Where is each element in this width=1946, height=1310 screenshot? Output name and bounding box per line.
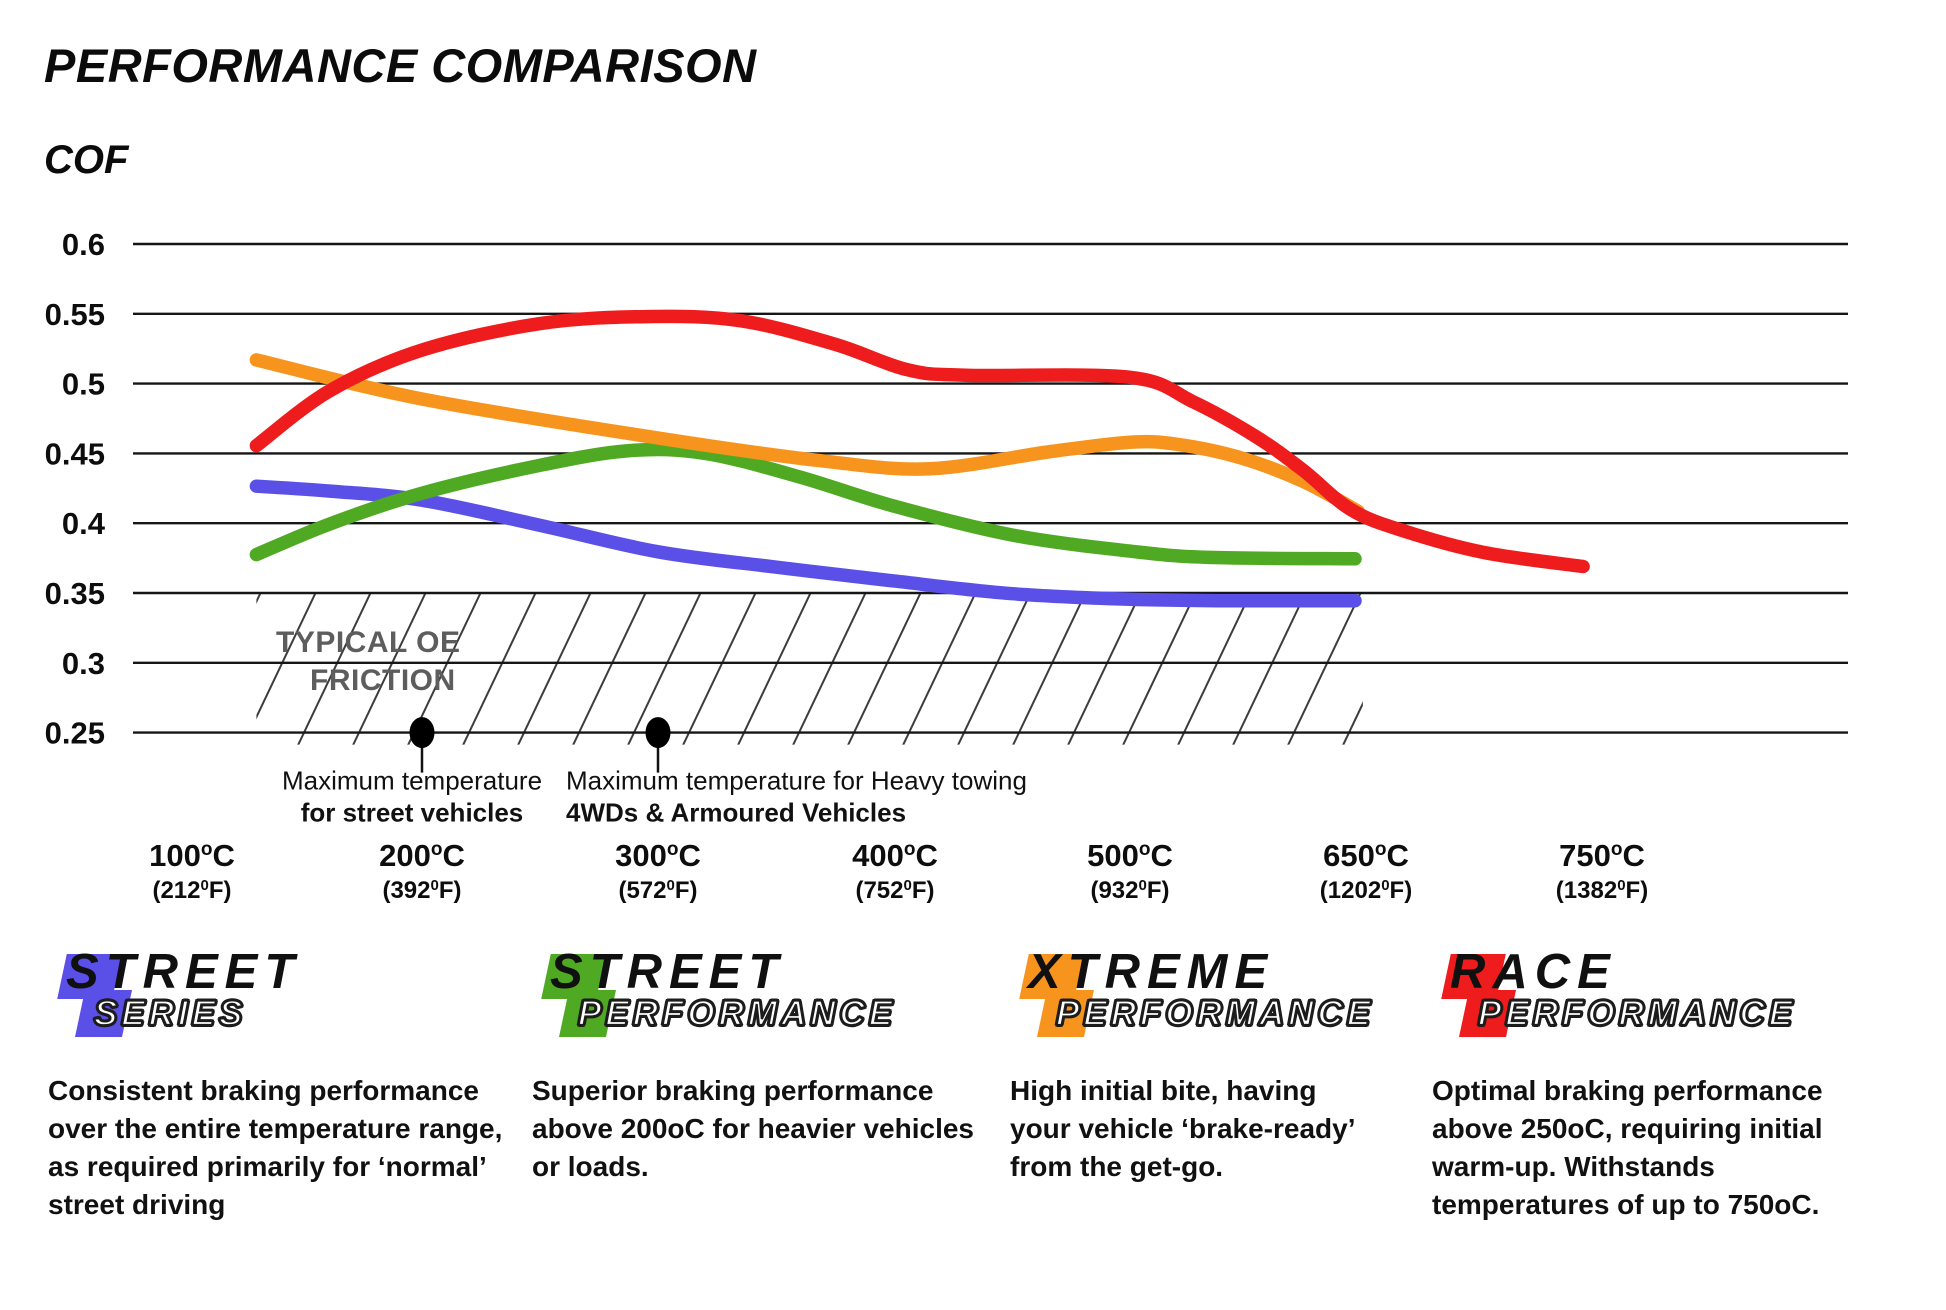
legend-street-performance: STREET PERFORMANCE Superior braking perf… — [532, 945, 1002, 1182]
x-tick-fahrenheit: (13820F) — [1556, 877, 1648, 904]
logo-line2: PERFORMANCE — [1477, 993, 1797, 1034]
y-tick-label: 0.4 — [62, 506, 106, 541]
y-tick-label: 0.55 — [45, 297, 105, 332]
series-description: Superior braking performance above 200oC… — [532, 1075, 974, 1182]
series-line-street-performance — [249, 442, 1362, 566]
logo-line2: PERFORMANCE — [1055, 993, 1375, 1034]
race-performance-logo: RACE PERFORMANCE — [1432, 945, 1902, 1062]
x-tick-fahrenheit: (2120F) — [152, 877, 231, 904]
x-tick-fahrenheit: (7520F) — [855, 877, 934, 904]
y-tick-label: 0.5 — [62, 367, 105, 402]
logo-line2: SERIES — [93, 993, 247, 1034]
series-line-street-series — [249, 479, 1362, 608]
legend-xtreme-performance: XTREME PERFORMANCE High initial bite, ha… — [1010, 945, 1480, 1182]
x-tick-celsius: 300oC — [615, 838, 701, 873]
annotation-text-line2: 4WDs & Armoured Vehicles — [566, 798, 906, 828]
series-description: High initial bite, having your vehicle ‘… — [1010, 1075, 1354, 1182]
xtreme-performance-logo: XTREME PERFORMANCE — [1010, 945, 1480, 1062]
x-tick-celsius: 400oC — [852, 838, 938, 873]
x-tick-fahrenheit: (3920F) — [382, 877, 461, 904]
annotation-text-line1: Maximum temperature for Heavy towing — [566, 766, 1027, 796]
y-tick-label: 0.25 — [45, 716, 105, 751]
x-tick-celsius: 200oC — [379, 838, 465, 873]
series-line-race-performance — [249, 309, 1590, 574]
logo-line1: RACE — [1450, 945, 1617, 999]
performance-chart: 0.6 0.55 0.5 0.45 0.4 0.35 0.3 0.25 TYPICAL OE FR… — [45, 227, 1848, 904]
legend-race-performance: RACE PERFORMANCE Optimal braking perform… — [1432, 945, 1902, 1220]
street-series-logo: STREET SERIES — [48, 945, 518, 1062]
x-tick-celsius: 650oC — [1323, 838, 1409, 873]
x-tick-fahrenheit: (5720F) — [618, 877, 697, 904]
y-tick-label: 0.6 — [62, 227, 105, 262]
annotation-text-line2: for street vehicles — [301, 798, 524, 828]
oe-friction-band — [256, 592, 1363, 745]
oe-band-label-line2: FRICTION — [310, 664, 456, 697]
annotation-dot — [645, 717, 671, 749]
y-tick-label: 0.45 — [45, 436, 105, 471]
x-tick-fahrenheit: (9320F) — [1090, 877, 1169, 904]
series-description: Consistent braking performance over the … — [48, 1075, 503, 1220]
legend-street-series: STREET SERIES Consistent braking perform… — [48, 945, 518, 1220]
page-title: PERFORMANCE COMPARISON — [44, 39, 757, 92]
annotation-text-line1: Maximum temperature — [282, 766, 542, 796]
y-axis-title: COF — [44, 138, 129, 182]
street-performance-logo: STREET PERFORMANCE — [532, 945, 1002, 1062]
y-tick-label: 0.35 — [45, 576, 105, 611]
y-tick-label: 0.3 — [62, 646, 105, 681]
logo-line1: STREET — [66, 945, 302, 999]
oe-band-label-line1: TYPICAL OE — [276, 626, 460, 659]
logo-line2: PERFORMANCE — [577, 993, 897, 1034]
annotation-dot — [409, 717, 435, 749]
series-description: Optimal braking performance above 250oC,… — [1432, 1075, 1823, 1220]
series-line-xtreme-performance — [249, 353, 1365, 519]
logo-line1: XTREME — [1028, 945, 1275, 999]
x-tick-celsius: 500oC — [1087, 838, 1173, 873]
x-tick-celsius: 100oC — [149, 838, 235, 873]
x-tick-celsius: 750oC — [1559, 838, 1645, 873]
x-tick-fahrenheit: (12020F) — [1320, 877, 1412, 904]
logo-line1: STREET — [550, 945, 786, 999]
